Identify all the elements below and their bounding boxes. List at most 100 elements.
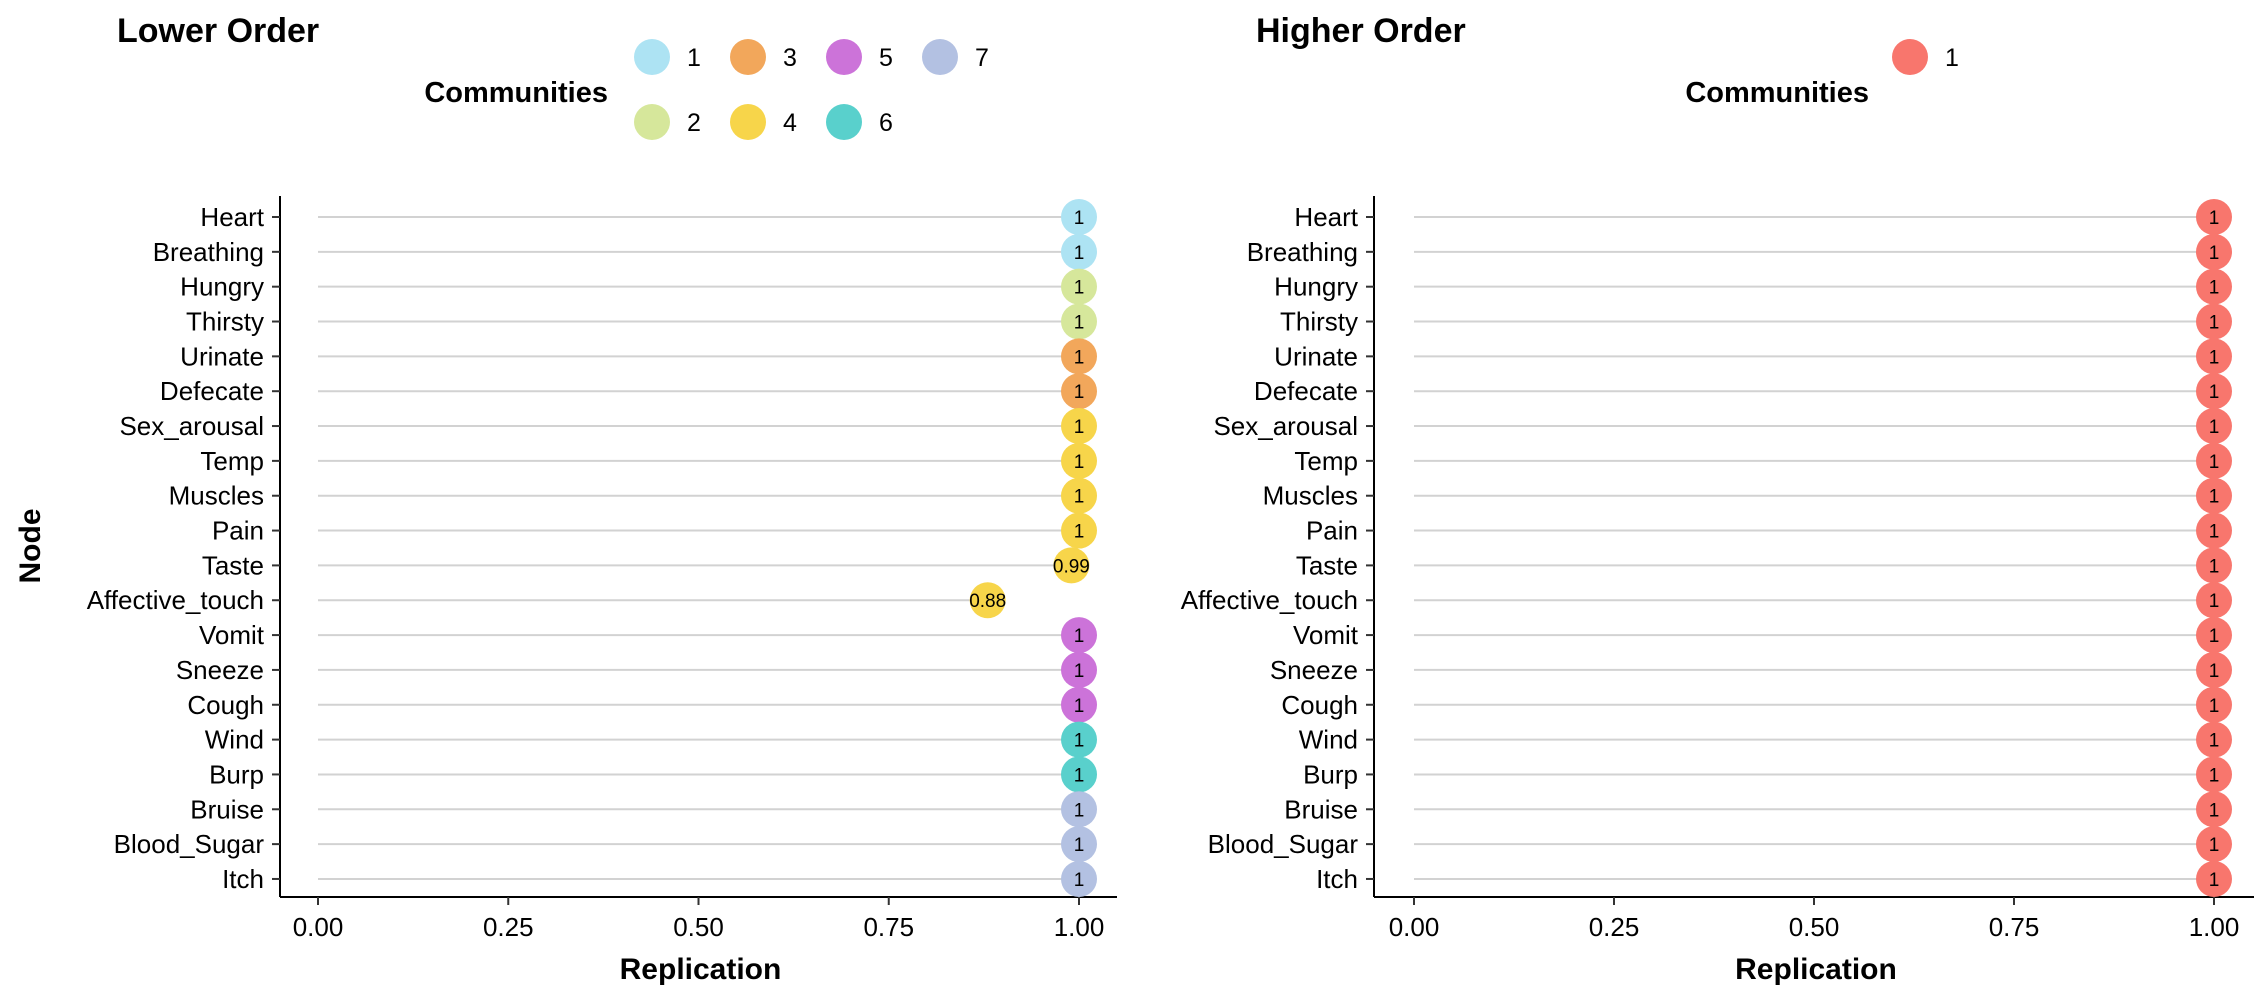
point-label: 1 <box>1074 208 1085 229</box>
data-point <box>2196 860 2232 897</box>
legend-label: 3 <box>783 44 797 72</box>
legend: Communities 1 2 3 4 5 6 7 <box>424 39 989 140</box>
node-label: Defecate <box>1254 376 1358 406</box>
point-label: 1 <box>2209 765 2220 786</box>
point-label: 1 <box>2209 313 2220 334</box>
node-label: Vomit <box>199 620 265 650</box>
chart-panels: Lower Order Communities 1 2 3 4 5 6 7 0.00 0.25 0.5… <box>87 12 2254 986</box>
chart-panel-2: Higher Order Communities 1 0.00 0.25 0.50 0.75… <box>1181 12 2254 986</box>
point-label: 1 <box>2209 347 2220 368</box>
node-label: Wind <box>205 725 264 755</box>
x-tick-label: 0.75 <box>1989 912 2040 942</box>
point-label: 1 <box>2209 835 2220 856</box>
data-point <box>1061 373 1097 410</box>
data-point <box>1061 617 1097 654</box>
node-label: Defecate <box>160 376 264 406</box>
legend-label: 4 <box>783 109 797 137</box>
data-point <box>1061 442 1097 479</box>
point-label: 1 <box>2209 591 2220 612</box>
x-axis-title: Replication <box>620 953 782 986</box>
chart-panel-1: Lower Order Communities 1 2 3 4 5 6 7 0.00 0.25 0.5… <box>87 12 1117 986</box>
legend-key <box>634 39 670 75</box>
point-label: 1 <box>1074 417 1085 438</box>
data-point <box>1061 826 1097 863</box>
node-label: Muscles <box>169 481 264 511</box>
chart-title: Lower Order <box>117 12 319 50</box>
node-label: Sex_arousal <box>119 411 264 441</box>
legend-key <box>826 39 862 75</box>
node-label: Bruise <box>190 794 264 824</box>
data-point <box>1053 547 1090 584</box>
data-point <box>2196 756 2232 793</box>
x-tick-label: 0.00 <box>293 912 344 942</box>
point-label: 1 <box>1074 278 1085 299</box>
node-label: Itch <box>1316 864 1358 894</box>
data-point <box>2196 373 2232 410</box>
node-label: Urinate <box>1274 341 1358 371</box>
point-label: 1 <box>2209 243 2220 264</box>
node-label: Breathing <box>153 237 264 267</box>
data-point <box>1061 408 1097 445</box>
node-label: Hungry <box>1274 272 1358 302</box>
point-label: 0.99 <box>1053 556 1090 577</box>
point-label: 1 <box>1074 243 1085 264</box>
point-label: 1 <box>2209 452 2220 473</box>
x-tick-label: 0.50 <box>1789 912 1840 942</box>
point-label: 1 <box>2209 417 2220 438</box>
legend-label: 1 <box>1945 44 1959 72</box>
legend-title: Communities <box>424 77 608 109</box>
data-point <box>1061 199 1097 235</box>
legend-label: 7 <box>975 44 989 72</box>
point-label: 1 <box>1074 696 1085 717</box>
point-label: 1 <box>1074 452 1085 473</box>
node-label: Affective_touch <box>1181 585 1358 615</box>
legend-label: 5 <box>879 44 893 72</box>
node-label: Hungry <box>180 272 264 302</box>
y-axis-title: Node <box>14 509 47 584</box>
point-label: 1 <box>2209 800 2220 821</box>
node-label: Sneeze <box>176 655 264 685</box>
legend-key <box>1892 39 1928 75</box>
data-point <box>2196 512 2232 549</box>
point-label: 1 <box>2209 626 2220 647</box>
point-label: 0.88 <box>969 591 1006 612</box>
point-label: 1 <box>1074 313 1085 334</box>
data-point <box>2196 791 2232 828</box>
data-point <box>2196 826 2232 863</box>
point-label: 1 <box>1074 522 1085 543</box>
point-label: 1 <box>1074 731 1085 752</box>
x-axis-title: Replication <box>1735 953 1897 986</box>
x-tick-label: 0.25 <box>483 912 534 942</box>
x-tick-label: 0.00 <box>1389 912 1440 942</box>
point-label: 1 <box>2209 731 2220 752</box>
x-tick-label: 0.50 <box>673 912 724 942</box>
chart-title: Higher Order <box>1256 12 1466 50</box>
data-point <box>2196 617 2232 654</box>
node-label: Breathing <box>1247 237 1358 267</box>
x-tick-label: 0.75 <box>863 912 914 942</box>
node-label: Blood_Sugar <box>114 829 265 859</box>
point-label: 1 <box>2209 278 2220 299</box>
node-label: Blood_Sugar <box>1208 829 1359 859</box>
x-tick-label: 1.00 <box>1054 912 1105 942</box>
legend-key <box>730 39 766 75</box>
legend-key <box>730 104 766 140</box>
data-point <box>2196 582 2232 619</box>
legend-key <box>634 104 670 140</box>
point-label: 1 <box>1074 800 1085 821</box>
point-label: 1 <box>1074 626 1085 647</box>
data-point <box>2196 199 2232 235</box>
node-label: Itch <box>222 864 264 894</box>
data-point <box>2196 268 2232 305</box>
node-label: Thirsty <box>186 307 264 337</box>
point-label: 1 <box>2209 556 2220 577</box>
data-point <box>1061 721 1097 758</box>
data-point <box>969 582 1006 619</box>
node-label: Affective_touch <box>87 585 264 615</box>
node-label: Thirsty <box>1280 307 1358 337</box>
node-label: Temp <box>1294 446 1358 476</box>
data-point <box>1061 512 1097 549</box>
data-point <box>2196 477 2232 514</box>
data-point <box>2196 303 2232 340</box>
